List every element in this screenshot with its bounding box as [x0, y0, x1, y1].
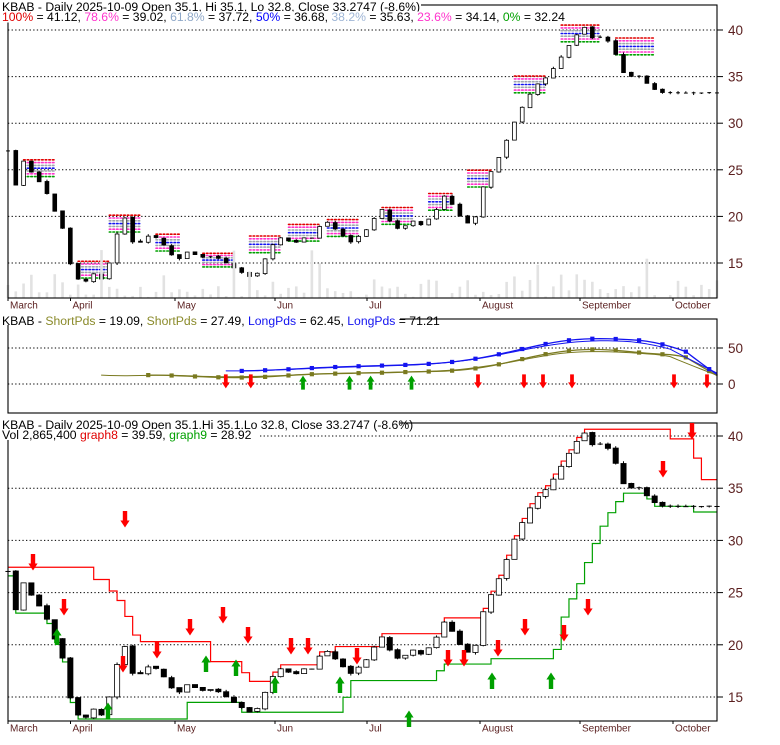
svg-text:20: 20: [728, 638, 743, 653]
svg-text:20: 20: [728, 209, 743, 224]
svg-text:35: 35: [728, 481, 743, 496]
svg-text:March: March: [10, 724, 38, 735]
svg-text:50: 50: [728, 341, 743, 356]
svg-text:March: March: [10, 301, 38, 312]
svg-text:April: April: [73, 301, 93, 312]
svg-text:30: 30: [728, 116, 743, 131]
svg-text:25: 25: [728, 586, 743, 601]
svg-text:September: September: [582, 724, 632, 735]
svg-text:100% = 41.12, 78.6% = 39.02, 6: 100% = 41.12, 78.6% = 39.02, 61.8% = 37.…: [2, 10, 565, 24]
svg-text:35: 35: [728, 70, 743, 85]
svg-text:0: 0: [728, 377, 736, 392]
svg-text:40: 40: [728, 429, 743, 444]
svg-text:August: August: [482, 724, 513, 735]
svg-text:April: April: [73, 724, 93, 735]
svg-text:15: 15: [728, 256, 743, 271]
svg-text:Jul: Jul: [369, 301, 382, 312]
svg-text:40: 40: [728, 23, 743, 38]
svg-text:August: August: [482, 301, 513, 312]
svg-text:October: October: [675, 301, 711, 312]
svg-text:15: 15: [728, 690, 743, 705]
svg-text:Jun: Jun: [277, 301, 293, 312]
svg-text:Jul: Jul: [369, 724, 382, 735]
svg-text:October: October: [675, 724, 711, 735]
svg-text:May: May: [177, 724, 196, 735]
svg-text:Jun: Jun: [277, 724, 293, 735]
svg-text:Vol 2,865,400 graph8 = 39.59,: Vol 2,865,400 graph8 = 39.59, graph9 = 2…: [2, 428, 252, 442]
svg-text:September: September: [582, 301, 632, 312]
svg-text:30: 30: [728, 533, 743, 548]
svg-text:May: May: [177, 301, 196, 312]
svg-text:KBAB - ShortPds = 19.09, Short: KBAB - ShortPds = 19.09, ShortPds = 27.4…: [2, 314, 440, 328]
svg-text:25: 25: [728, 163, 743, 178]
